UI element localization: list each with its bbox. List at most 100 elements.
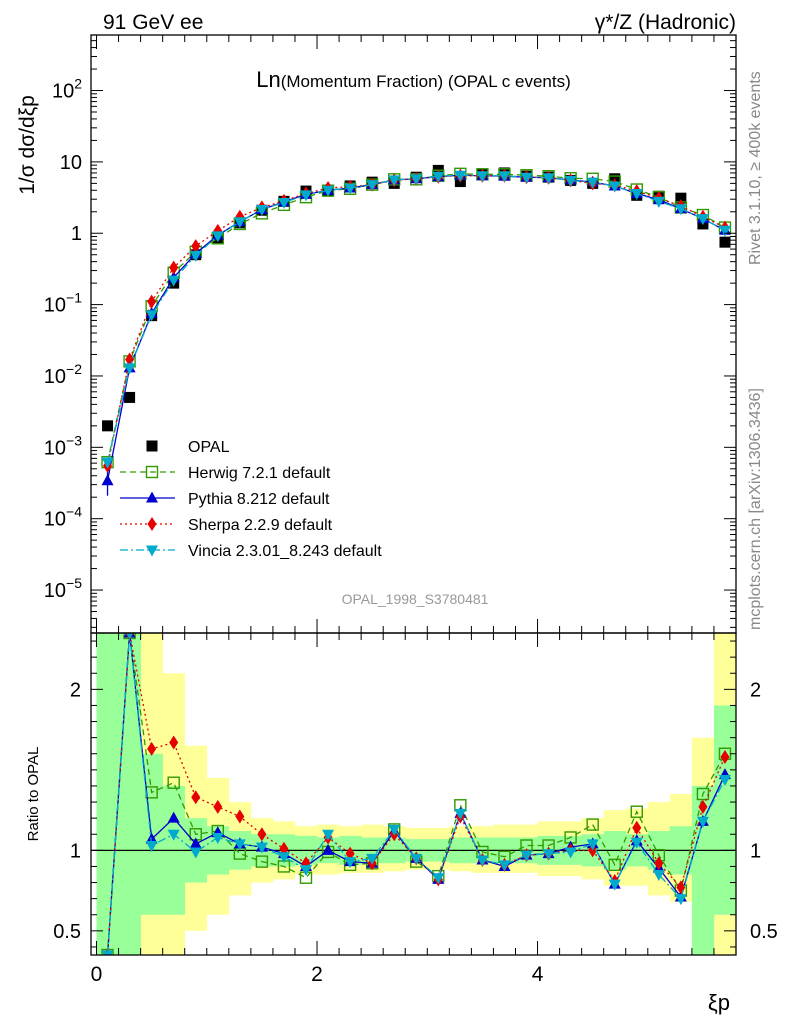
legend-label: Vincia 2.3.01_8.243 default [188, 543, 382, 560]
data-point [167, 776, 180, 789]
data-point [123, 363, 136, 375]
legend: OPAL Herwig 7.2.1 default Pythia 8.212 def… [120, 439, 382, 560]
data-point [146, 440, 158, 452]
ratio-frame [90, 632, 737, 956]
data-point [498, 860, 511, 872]
data-point [698, 799, 708, 814]
ratio-y-tick-label-right: 0.5 [750, 921, 778, 943]
data-point [652, 196, 665, 208]
data-point [586, 818, 599, 831]
data-point [608, 181, 621, 193]
data-point [542, 173, 555, 185]
data-point [322, 843, 335, 855]
data-point [652, 870, 665, 881]
ratio-y-tick-label-left: 1 [70, 840, 81, 862]
ratio-y-tick-label-left: 2 [70, 679, 81, 701]
data-point [255, 205, 268, 217]
data-point [432, 873, 445, 885]
data-point [146, 491, 158, 503]
chart-title-main: Ln [256, 67, 280, 92]
data-point [124, 391, 136, 403]
data-point [322, 185, 335, 197]
data-point [101, 474, 114, 486]
data-point [630, 837, 643, 849]
main-series-line [106, 175, 726, 466]
data-point [410, 174, 423, 186]
side-label-mcplots: mcplots.cern.ch [arXiv:1306.3436] [747, 388, 764, 630]
main-series-line [106, 173, 726, 463]
data-point [300, 190, 312, 202]
data-point [720, 749, 730, 764]
main-series-line [106, 174, 726, 463]
data-point [498, 171, 511, 183]
x-tick-label: 4 [532, 963, 544, 986]
ratio-y-tick-label-right: 2 [750, 679, 761, 701]
y-tick-label: 10−5 [44, 575, 82, 602]
data-point [608, 879, 621, 891]
x-tick-label: 0 [91, 963, 103, 986]
data-point [696, 816, 709, 828]
data-point [279, 841, 289, 856]
data-point [191, 239, 201, 254]
data-point [564, 175, 577, 187]
legend-item: OPAL [146, 439, 230, 456]
ratio-band-inner-bin [118, 633, 141, 955]
legend-label: Sherpa 2.2.9 default [188, 517, 333, 534]
data-point [189, 250, 202, 262]
data-point [696, 214, 709, 226]
data-point [169, 260, 179, 275]
ratio-band-inner-bin [96, 633, 119, 955]
data-point [719, 236, 731, 248]
y-tick-label: 1 [71, 223, 82, 245]
y-tick-label: 102 [52, 76, 82, 103]
main-series-pythia [101, 168, 731, 486]
ratio-y-axis: 0.5 0.5 1 1 2 2 [53, 640, 778, 948]
data-point [454, 170, 467, 182]
ratio-series-vincia [101, 633, 731, 955]
data-point [654, 856, 664, 871]
data-point [145, 832, 158, 844]
data-point [674, 894, 687, 906]
data-point [520, 172, 533, 184]
main-y-axis: 10−5 10−4 10−3 10−2 10−1 1 10 102 [44, 34, 736, 628]
ratio-series-line [106, 633, 726, 955]
legend-label: OPAL [188, 439, 230, 456]
data-point [145, 841, 158, 853]
data-point [211, 231, 224, 243]
data-point [476, 171, 489, 183]
chart-title-rest: (Momentum Fraction) (OPAL c events) [281, 72, 571, 91]
data-point [126, 633, 134, 640]
data-point [211, 832, 224, 844]
data-point [277, 852, 290, 864]
data-point [167, 275, 180, 287]
data-point [608, 858, 621, 872]
main-series-line [106, 174, 726, 481]
data-point [255, 842, 268, 854]
data-point [630, 189, 643, 201]
data-point [169, 735, 179, 750]
data-point [300, 865, 312, 877]
data-point [718, 775, 731, 787]
data-point [189, 847, 202, 859]
y-tick-label: 10−1 [44, 290, 82, 317]
data-point [410, 853, 423, 865]
data-point [344, 183, 357, 195]
side-label-rivet: Rivet 3.1.10, ≥ 400k events [747, 71, 764, 265]
x-tick-label: 2 [311, 963, 323, 986]
data-point [520, 850, 533, 862]
data-point [147, 741, 157, 756]
data-point [233, 217, 246, 229]
ratio-bands [96, 633, 737, 955]
legend-label: Pythia 8.212 default [188, 491, 330, 508]
data-point [145, 465, 159, 479]
data-point [147, 517, 157, 531]
data-point [345, 846, 355, 861]
ratio-y-tick-label-left: 0.5 [53, 921, 81, 943]
header-right: γ*/Z (Hadronic) [595, 11, 736, 34]
data-point [476, 855, 489, 867]
y-tick-label: 10 [60, 152, 82, 174]
data-point [145, 310, 158, 322]
data-point [101, 457, 114, 469]
ratio-band-inner-bin [713, 705, 737, 915]
